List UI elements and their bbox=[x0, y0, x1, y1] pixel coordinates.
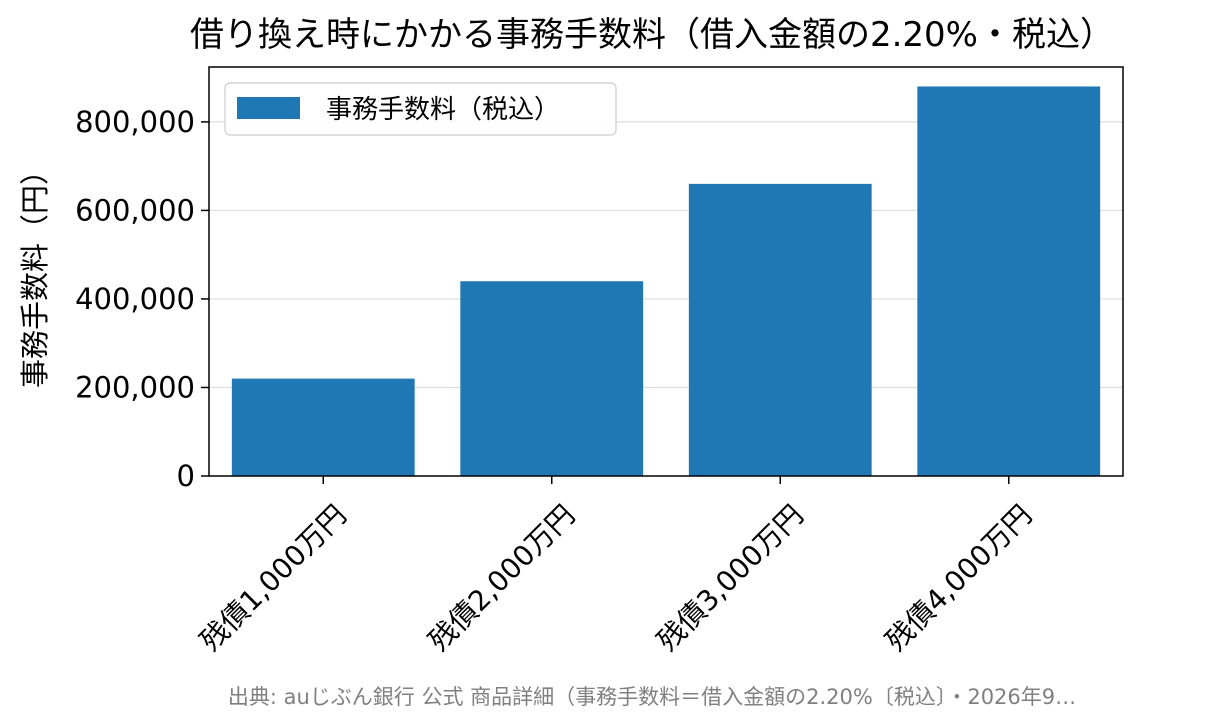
plot-frame bbox=[208, 66, 1124, 477]
y-tick-label: 800,000 bbox=[75, 105, 195, 139]
y-axis-ticks: 0 200,000 400,000 600,000 800,000 bbox=[75, 105, 209, 493]
bar bbox=[688, 183, 872, 476]
legend-entry-label: 事務手数料（税込） bbox=[326, 95, 560, 125]
y-tick-label: 200,000 bbox=[75, 370, 195, 404]
y-tick-label: 400,000 bbox=[75, 282, 195, 316]
x-tick-label: 残債4,000万円 bbox=[879, 498, 1038, 657]
x-tick-label: 残債3,000万円 bbox=[651, 498, 810, 657]
bar bbox=[231, 378, 415, 476]
y-tick-label: 0 bbox=[177, 459, 195, 493]
chart-title: 借り換え時にかかる事務手数料（借入金額の2.20%・税込） bbox=[190, 15, 1114, 55]
legend-swatch bbox=[237, 97, 300, 119]
x-tick-label: 残債1,000万円 bbox=[194, 498, 353, 657]
legend: 事務手数料（税込） bbox=[224, 82, 617, 136]
x-tick-label: 残債2,000万円 bbox=[422, 498, 581, 657]
legend-frame bbox=[224, 82, 617, 136]
source-note: 出典: auじぶん銀行 公式 商品詳細（事務手数料＝借入金額の2.20%〔税込〕… bbox=[228, 685, 1076, 709]
x-axis-ticks: 残債1,000万円 残債2,000万円 残債3,000万円 残債4,000万円 bbox=[194, 476, 1038, 658]
bars bbox=[231, 86, 1101, 476]
bar bbox=[460, 281, 644, 476]
bar bbox=[917, 86, 1101, 476]
y-axis-label: 事務手数料（円） bbox=[18, 156, 52, 388]
y-tick-label: 600,000 bbox=[75, 193, 195, 227]
